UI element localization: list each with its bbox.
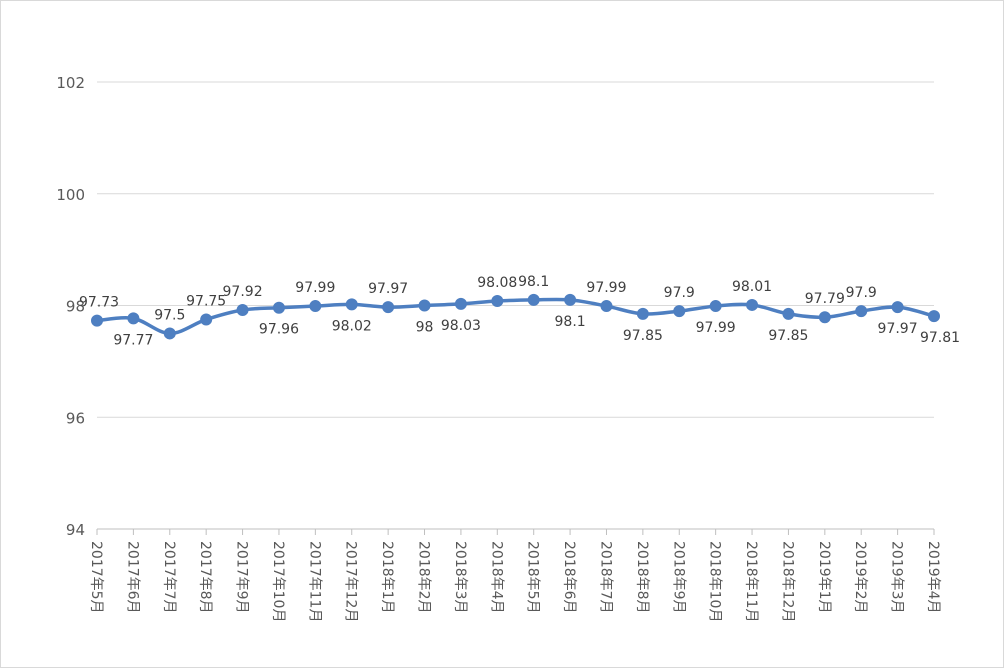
data-label: 98.02	[332, 318, 372, 334]
data-point	[272, 301, 285, 314]
data-point	[746, 298, 759, 311]
data-point	[600, 300, 613, 313]
x-tick-label: 2018年1月	[379, 541, 395, 614]
x-tick-label: 2019年2月	[852, 541, 868, 614]
x-tick-label: 2017年7月	[161, 541, 177, 614]
series-1	[91, 293, 940, 340]
data-point	[91, 314, 103, 327]
data-point	[673, 305, 686, 318]
data-point	[818, 311, 831, 324]
x-axis: 2017年5月 2017年6月 2017年7月 2017年8月 2017年9月 2017年…	[88, 529, 941, 622]
data-point	[891, 301, 904, 314]
data-point	[163, 327, 176, 340]
data-point	[527, 293, 540, 306]
data-point	[491, 295, 504, 308]
data-point	[382, 301, 395, 314]
x-tick-label: 2018年8月	[634, 541, 650, 614]
data-label: 97.5	[154, 307, 185, 323]
data-point	[564, 293, 577, 306]
data-label: 98.1	[555, 314, 586, 330]
data-label: 97.77	[113, 332, 153, 348]
data-label: 97.97	[878, 321, 918, 337]
x-tick-label: 2019年1月	[816, 541, 832, 614]
data-label: 98.03	[441, 318, 481, 334]
x-tick-label: 2018年10月	[707, 541, 723, 622]
data-point	[345, 298, 358, 311]
data-label: 98	[416, 320, 434, 336]
data-label: 97.75	[186, 293, 226, 309]
data-point	[127, 312, 140, 325]
data-label: 97.85	[768, 328, 808, 344]
x-tick-label: 2018年3月	[452, 541, 468, 614]
y-tick-label: 100	[56, 186, 85, 204]
x-tick-label: 2018年5月	[525, 541, 541, 614]
data-label: 97.9	[664, 285, 695, 301]
x-tick-label: 2018年4月	[488, 541, 504, 614]
data-label: 98.1	[518, 274, 549, 290]
data-point	[236, 303, 249, 316]
x-tick-label: 2017年6月	[124, 541, 140, 614]
data-point	[855, 305, 868, 318]
x-tick-label: 2017年10月	[270, 541, 286, 622]
y-tick-label: 102	[56, 74, 85, 92]
data-point	[418, 299, 431, 312]
x-tick-label: 2018年11月	[743, 541, 759, 622]
y-tick-label: 94	[66, 521, 85, 539]
data-label: 97.96	[259, 322, 299, 338]
data-label: 97.92	[223, 284, 263, 300]
gridlines	[97, 81, 934, 530]
x-tick-label: 2018年6月	[561, 541, 577, 614]
data-label: 97.79	[805, 291, 845, 307]
data-label: 97.99	[295, 280, 335, 296]
data-label: 97.99	[696, 320, 736, 336]
data-point	[454, 297, 467, 310]
x-tick-label: 2018年7月	[597, 541, 613, 614]
data-label: 97.9	[846, 285, 877, 301]
x-tick-label: 2019年4月	[925, 541, 941, 614]
x-tick-label: 2017年11月	[306, 541, 322, 622]
x-tick-label: 2018年12月	[779, 541, 795, 622]
data-point	[309, 300, 322, 313]
data-point	[200, 313, 213, 326]
y-axis: 94 96 98 100 102	[56, 74, 85, 539]
data-label: 97.97	[368, 281, 408, 297]
data-label: 97.99	[586, 280, 626, 296]
x-tick-label: 2017年12月	[343, 541, 359, 622]
data-label: 97.73	[79, 295, 119, 311]
data-label: 97.81	[920, 330, 960, 346]
x-tick-label: 2017年8月	[197, 541, 213, 614]
data-point	[709, 300, 722, 313]
x-tick-label: 2017年5月	[88, 541, 104, 614]
data-label: 98.01	[732, 279, 772, 295]
x-tick-label: 2017年9月	[234, 541, 250, 614]
data-label: 98.08	[477, 275, 517, 291]
x-tick-label: 2019年3月	[889, 541, 905, 614]
data-point	[928, 310, 940, 323]
data-point	[782, 307, 795, 320]
x-tick-label: 2018年2月	[416, 541, 432, 614]
y-tick-label: 96	[66, 409, 85, 427]
y-tick-label: 98	[66, 298, 85, 316]
data-label: 97.85	[623, 328, 663, 344]
x-tick-label: 2018年9月	[670, 541, 686, 614]
data-point	[636, 307, 649, 320]
